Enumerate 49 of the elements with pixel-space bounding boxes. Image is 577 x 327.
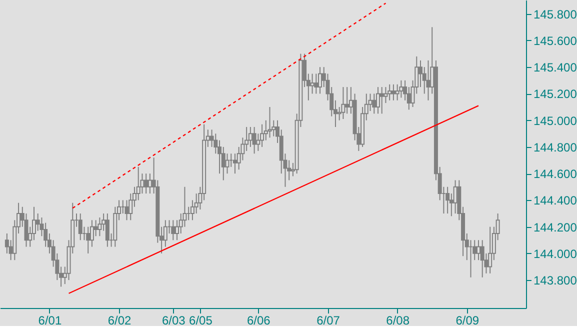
y-tick-label: 145.400 xyxy=(534,60,577,75)
candlestick xyxy=(105,212,110,248)
candlestick xyxy=(399,80,404,98)
y-tick-label: 143.800 xyxy=(534,274,577,288)
candlestick xyxy=(144,173,148,194)
x-tick-label: 6/09 xyxy=(456,314,480,327)
y-tick-label: 144.000 xyxy=(534,246,577,261)
x-tick-label: 6/05 xyxy=(189,314,213,327)
y-tick-label: 144.600 xyxy=(534,167,577,182)
candlestick xyxy=(232,153,237,174)
candlestick xyxy=(345,86,350,114)
candlestick xyxy=(395,84,400,101)
x-tick-label: 6/08 xyxy=(386,314,410,327)
candlestick xyxy=(341,86,346,120)
candlestick xyxy=(391,84,396,101)
candlestick xyxy=(98,216,102,237)
candlestick xyxy=(426,60,430,101)
candlestick xyxy=(171,220,176,241)
candlestick xyxy=(252,126,256,154)
x-tick-label: 6/07 xyxy=(316,314,340,327)
y-tick-label: 145.200 xyxy=(534,87,577,102)
candlestick xyxy=(388,84,392,101)
candlestick xyxy=(148,173,152,194)
candlestick xyxy=(372,93,376,114)
y-tick-label: 145.600 xyxy=(534,34,577,48)
y-tick-label: 145.000 xyxy=(534,114,577,128)
x-tick-label: 6/06 xyxy=(246,314,271,327)
candlestick xyxy=(78,212,82,241)
candlestick xyxy=(318,66,322,94)
x-tick-label: 6/01 xyxy=(38,314,62,327)
candlestick xyxy=(268,106,272,138)
candlestick xyxy=(225,153,230,174)
y-tick-label: 144.400 xyxy=(534,194,577,208)
candlestick xyxy=(480,240,484,278)
y-tick-label: 144.800 xyxy=(534,140,577,154)
y-tick-label: 144.200 xyxy=(534,220,577,234)
y-tick-label: 145.800 xyxy=(534,7,577,22)
candlestick xyxy=(260,124,264,148)
x-tick-label: 6/03 xyxy=(162,314,186,327)
candlestick xyxy=(376,86,380,114)
candlestick xyxy=(488,226,492,274)
x-tick-label: 6/02 xyxy=(108,314,132,327)
candlestick xyxy=(248,126,252,148)
candlestick xyxy=(314,73,318,94)
candlestick xyxy=(384,86,388,104)
candlestick xyxy=(380,86,384,114)
candlestick xyxy=(86,226,90,254)
candlestick xyxy=(476,240,480,261)
candlestick xyxy=(446,186,450,214)
